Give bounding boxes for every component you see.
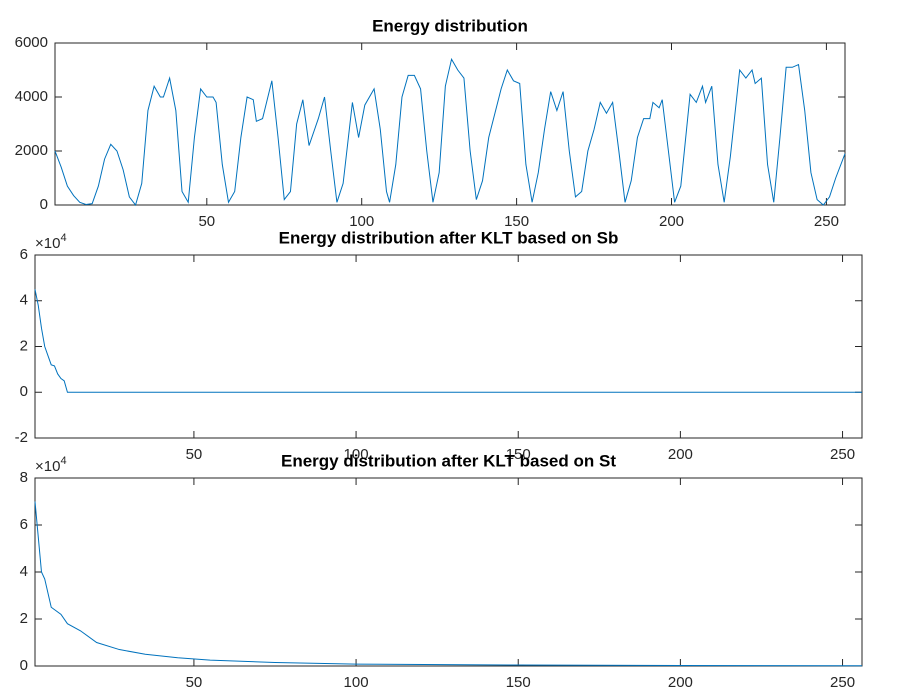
x-tick-label: 100: [349, 213, 374, 230]
y-exponent-base: ×10: [35, 235, 60, 252]
y-tick-label: 0: [20, 657, 28, 674]
x-tick-label: 250: [830, 674, 855, 691]
chart-title: Energy distribution after KLT based on S…: [279, 228, 619, 247]
x-tick-label: 150: [506, 446, 531, 463]
y-tick-label: 4: [20, 563, 28, 580]
y-exponent-power: 4: [60, 232, 66, 244]
y-tick-label: 4000: [15, 88, 48, 105]
y-exponent-base: ×10: [35, 458, 60, 475]
y-tick-label: 0: [40, 196, 48, 213]
data-line: [34, 289, 862, 393]
x-tick-label: 50: [186, 446, 203, 463]
axes-box: [54, 42, 846, 206]
data-line: [54, 57, 846, 207]
x-tick-label: 150: [504, 213, 529, 230]
chart-title: Energy distribution after KLT based on S…: [281, 451, 616, 470]
y-exponent-power: 4: [60, 455, 66, 467]
x-tick-label: 100: [344, 446, 369, 463]
x-tick-label: 250: [814, 213, 839, 230]
data-line: [34, 501, 863, 667]
x-tick-label: 250: [830, 446, 855, 463]
y-tick-label: 6000: [15, 34, 48, 51]
y-tick-label: -2: [15, 429, 28, 446]
y-tick-label: 4: [20, 292, 28, 309]
y-tick-label: 6: [20, 516, 28, 533]
x-tick-label: 100: [344, 674, 369, 691]
y-exponent: ×104: [35, 232, 67, 252]
axes-box: [34, 254, 863, 439]
y-tick-label: 8: [20, 469, 28, 486]
chart-title: Energy distribution: [372, 16, 528, 35]
y-tick-label: 2: [20, 337, 28, 354]
x-tick-label: 200: [659, 213, 684, 230]
x-tick-label: 50: [198, 213, 215, 230]
y-tick-label: 6: [20, 246, 28, 263]
x-tick-label: 50: [186, 674, 203, 691]
y-tick-label: 2: [20, 610, 28, 627]
axes-box: [34, 477, 863, 667]
x-tick-label: 200: [668, 674, 693, 691]
y-tick-label: 0: [20, 383, 28, 400]
x-tick-label: 200: [668, 446, 693, 463]
y-exponent: ×104: [35, 455, 67, 475]
x-tick-label: 150: [506, 674, 531, 691]
y-tick-label: 2000: [15, 142, 48, 159]
